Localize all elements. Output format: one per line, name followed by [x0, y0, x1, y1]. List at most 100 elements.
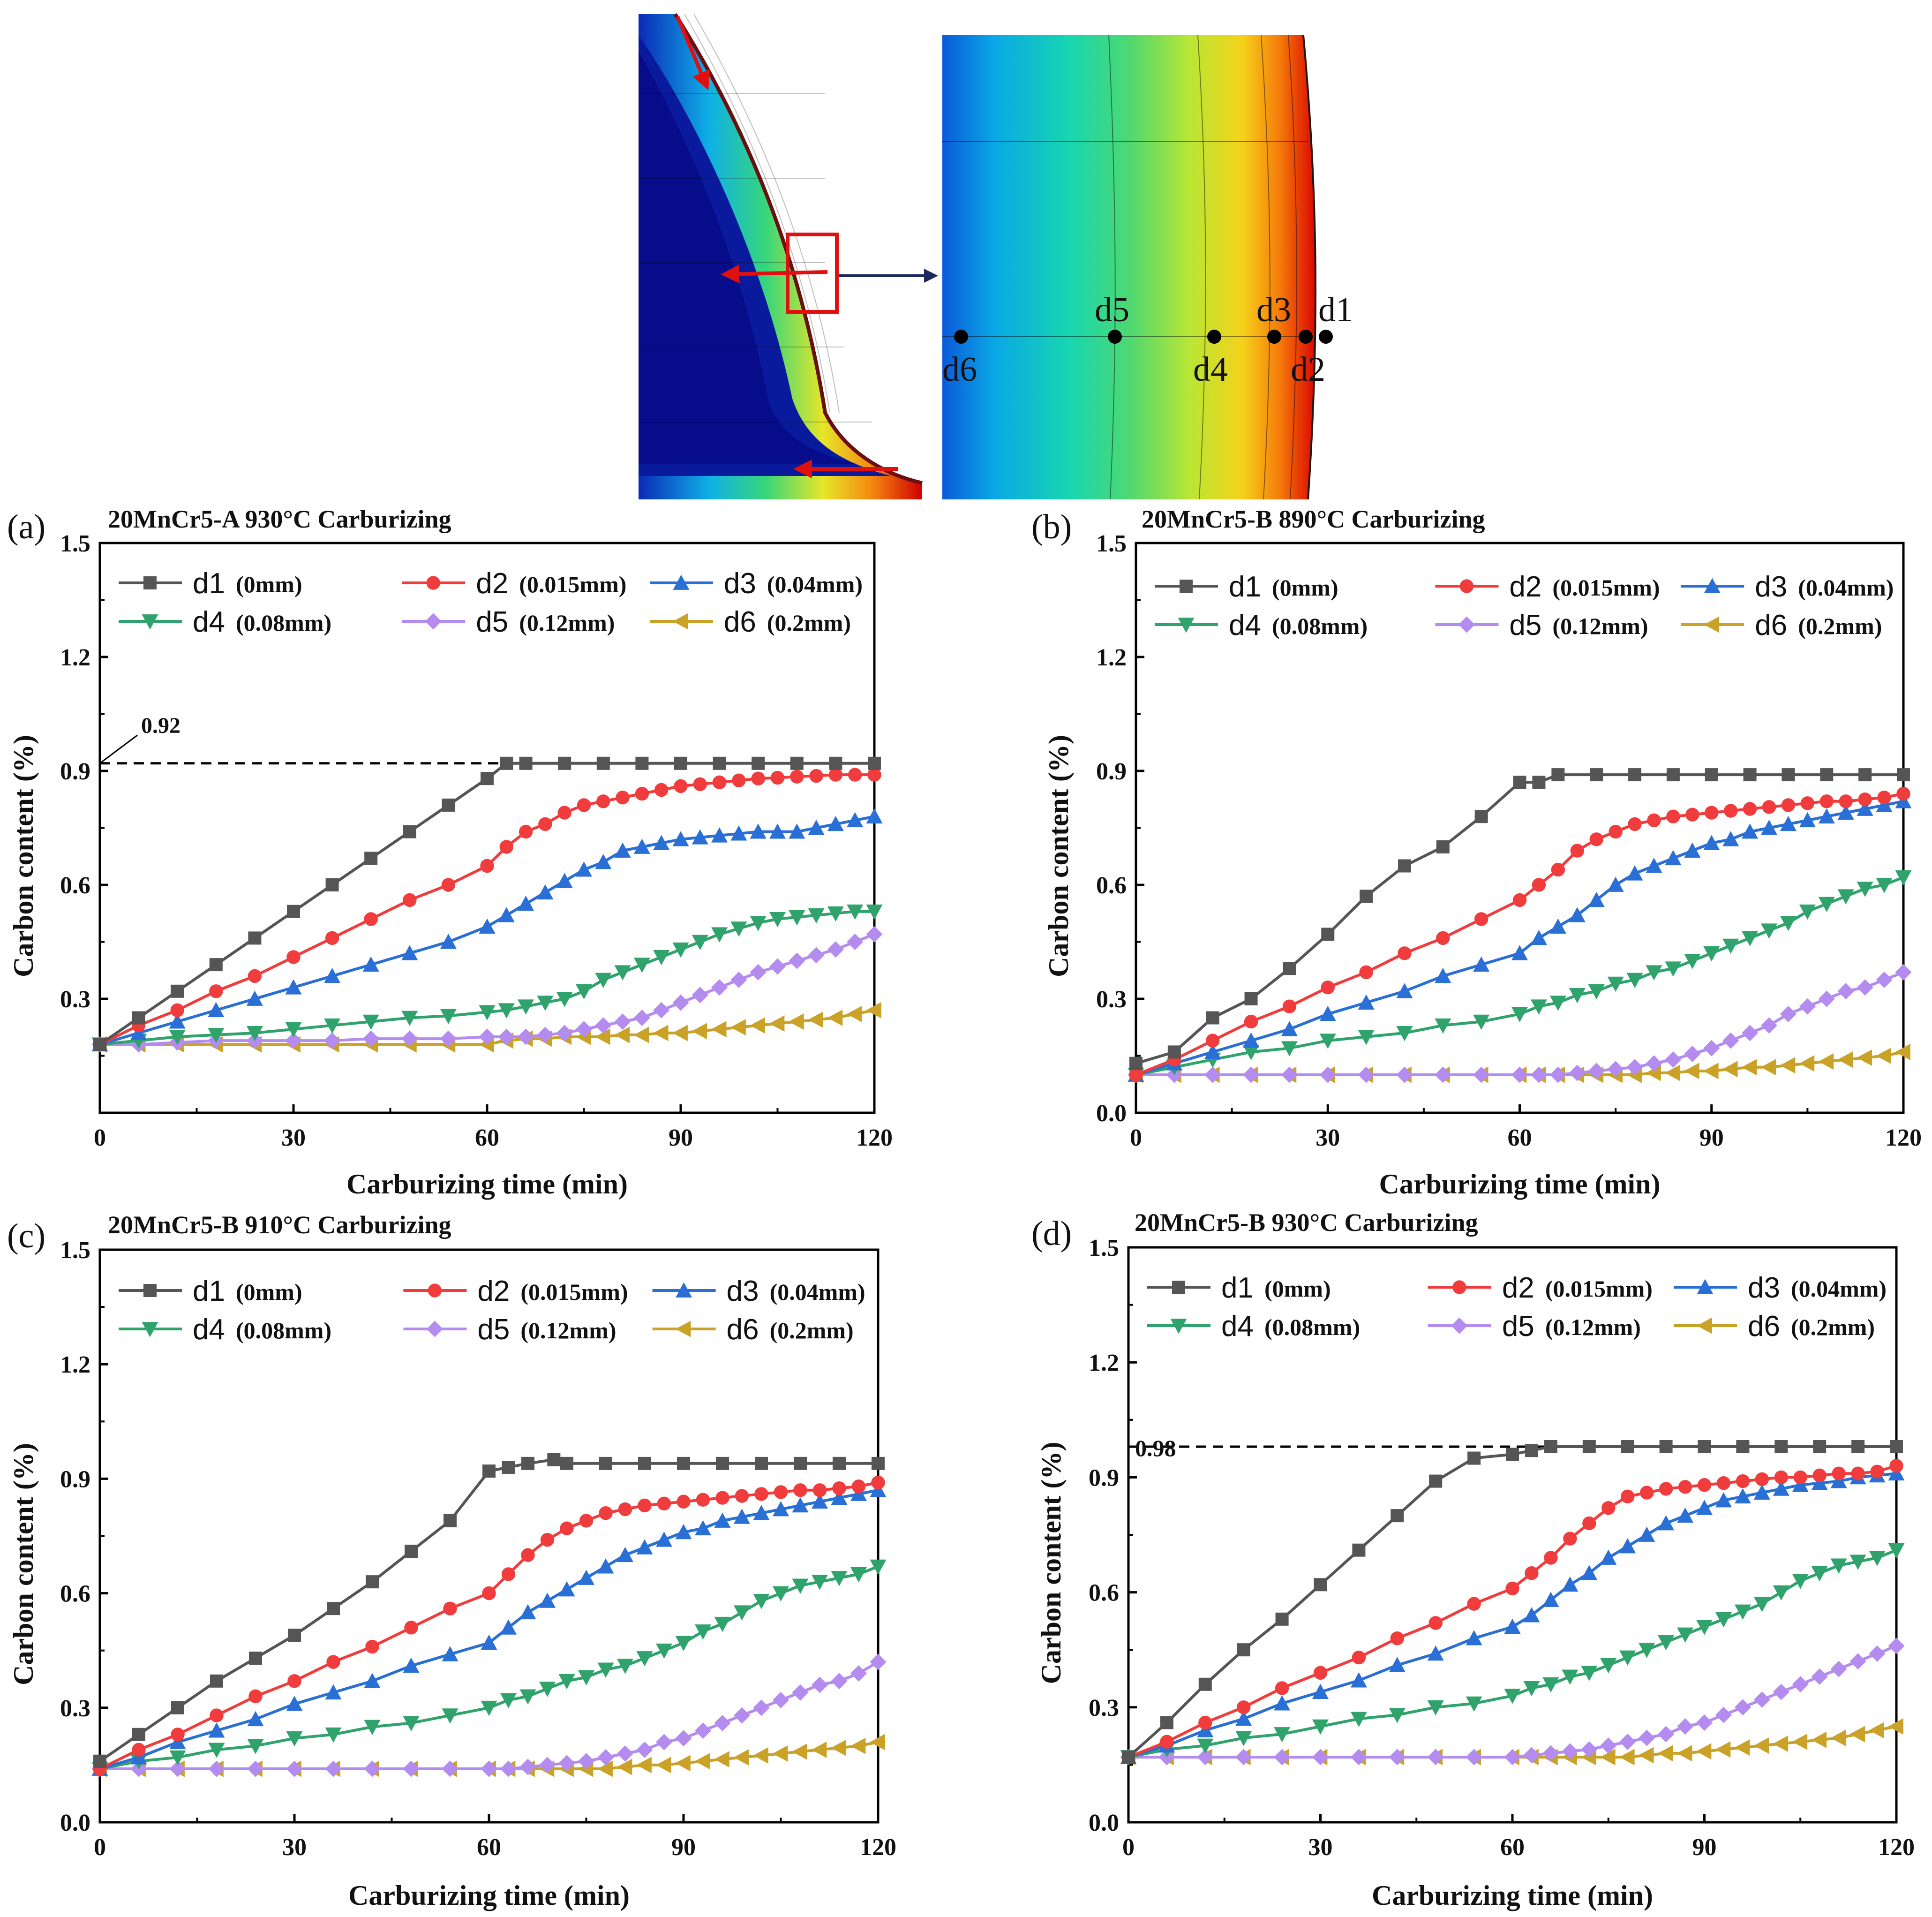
data-point-d5: [1665, 1051, 1682, 1068]
panel-c: (c) 20MnCr5-B 910°C Carburizing 0 30 60 90 120…: [7, 1211, 896, 1911]
data-point-d6: [692, 1023, 707, 1040]
point-d6: [954, 330, 968, 344]
data-point-d4: [1703, 946, 1720, 962]
data-point-d5: [1837, 983, 1854, 1000]
data-point-d5: [1274, 1749, 1291, 1766]
data-point-d1: [1705, 768, 1718, 782]
data-point-d2: [499, 840, 514, 854]
data-point-d1: [1582, 1440, 1596, 1454]
data-point-d2: [403, 893, 417, 907]
data-point-d1: [872, 1457, 885, 1470]
data-point-d4: [1427, 1700, 1444, 1716]
data-point-d5: [617, 1745, 633, 1762]
data-point-d3: [498, 907, 515, 922]
legend-label-d1: d1: [1229, 571, 1261, 603]
data-point-d5: [364, 1760, 381, 1777]
data-point-d4: [750, 916, 767, 931]
data-point-d1: [171, 1701, 184, 1714]
data-point-d4: [364, 1720, 381, 1735]
data-point-d5: [1473, 1066, 1490, 1083]
data-point-d2: [577, 798, 591, 812]
data-point-d6: [769, 1015, 785, 1032]
data-point-d6: [1734, 1739, 1750, 1756]
data-point-d4: [1792, 1574, 1809, 1589]
data-point-d1: [1198, 1677, 1212, 1691]
data-point-d3: [1830, 1473, 1847, 1488]
point-label-d3: d3: [1256, 291, 1291, 329]
data-point-d3: [769, 823, 786, 839]
point-d5: [1108, 330, 1122, 344]
x-tick-label: 0: [94, 1834, 106, 1861]
data-point-d4: [1197, 1738, 1214, 1754]
data-point-d6: [1703, 1063, 1719, 1079]
data-point-d5: [1197, 1749, 1214, 1766]
data-point-d3: [479, 918, 496, 934]
data-point-d4: [1869, 1551, 1886, 1566]
data-point-d5: [1427, 1749, 1444, 1766]
legend-depth-d1: (0mm): [1264, 1275, 1331, 1302]
data-point-d5: [750, 964, 767, 981]
y-tick-label: 0.3: [1089, 1695, 1119, 1721]
series-line-d1: [1127, 1445, 1896, 1759]
data-point-d4: [556, 992, 573, 1007]
zoomed-section: [942, 35, 1317, 499]
data-point-d2: [441, 878, 456, 892]
x-tick-label: 90: [669, 1125, 693, 1151]
data-point-d4: [773, 1586, 789, 1602]
data-point-d2: [674, 779, 688, 793]
data-point-d2: [1781, 798, 1796, 812]
data-point-d5: [827, 941, 844, 958]
data-point-d2: [677, 1494, 691, 1509]
data-point-d5: [1753, 1691, 1770, 1708]
data-point-d6: [653, 1025, 669, 1042]
y-tick-label: 0.3: [60, 986, 90, 1013]
legend-marker-d6: [1704, 616, 1720, 633]
data-point-d6: [1773, 1735, 1789, 1752]
data-point-d6: [808, 1011, 823, 1028]
data-point-d5: [1703, 1040, 1720, 1057]
data-point-d1: [1851, 1440, 1865, 1454]
data-point-d4: [1811, 1566, 1828, 1582]
data-point-d5: [792, 1684, 809, 1701]
legend-label-d4: d4: [1229, 609, 1261, 642]
data-point-d2: [1544, 1551, 1558, 1565]
data-point-d5: [614, 1013, 631, 1030]
data-point-d2: [1896, 786, 1910, 801]
legend-label-d6: d6: [724, 606, 756, 638]
data-point-d5: [519, 1759, 536, 1775]
data-point-d1: [1590, 768, 1603, 782]
x-tick-label: 30: [1316, 1125, 1340, 1151]
legend-marker-d6: [1697, 1317, 1712, 1334]
data-point-d2: [1160, 1735, 1174, 1749]
point-label-d4: d4: [1193, 350, 1228, 389]
data-point-d4: [617, 1659, 633, 1674]
data-point-d3: [1530, 929, 1547, 945]
data-point-d1: [868, 756, 881, 770]
data-point-d4: [672, 942, 689, 958]
data-point-d1: [1283, 962, 1296, 975]
legend-marker-d1: [1180, 580, 1193, 593]
data-point-d5: [714, 1714, 731, 1731]
data-point-d6: [675, 1755, 691, 1772]
data-point-d6: [1677, 1745, 1692, 1762]
data-point-d2: [1832, 1466, 1846, 1480]
data-point-d3: [614, 842, 631, 858]
data-point-d6: [1742, 1059, 1757, 1076]
data-point-d2: [774, 1485, 788, 1499]
series-d4: [91, 904, 883, 1053]
data-point-d4: [1581, 1666, 1598, 1681]
y-tick-label: 1.2: [1089, 1350, 1119, 1376]
data-point-d4: [827, 906, 844, 922]
series-d2: [93, 1475, 885, 1776]
data-point-d5: [442, 1760, 459, 1777]
data-point-d6: [1646, 1064, 1661, 1081]
data-point-d6: [1761, 1059, 1776, 1076]
data-point-d5: [285, 1032, 302, 1049]
data-point-d4: [1658, 1635, 1675, 1651]
data-point-d3: [1358, 994, 1375, 1010]
data-point-d2: [1570, 844, 1584, 858]
data-point-d3: [1235, 1710, 1252, 1726]
data-point-d2: [1352, 1650, 1366, 1665]
data-point-d3: [1646, 858, 1662, 873]
data-point-d4: [1742, 931, 1759, 946]
